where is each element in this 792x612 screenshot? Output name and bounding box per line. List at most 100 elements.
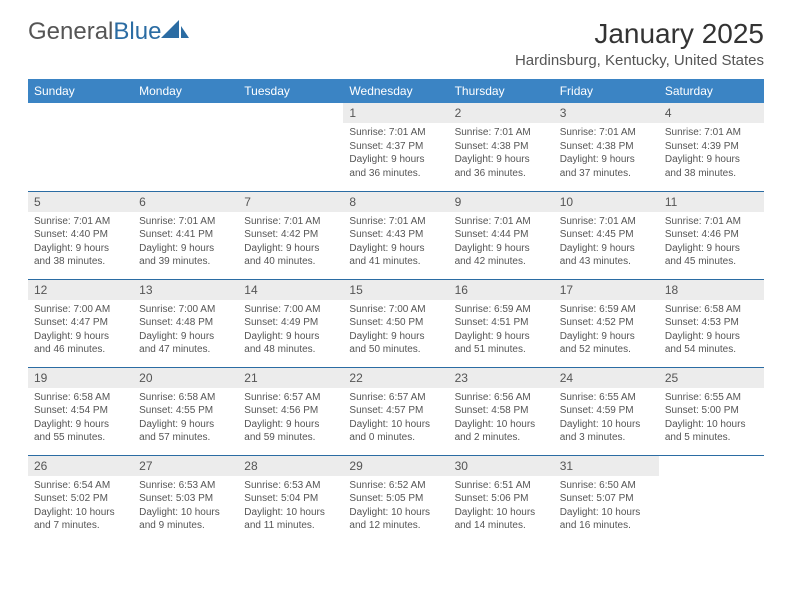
day-body: Sunrise: 7:01 AMSunset: 4:37 PMDaylight:…	[343, 123, 448, 186]
calendar-cell	[238, 103, 343, 191]
calendar-table: SundayMondayTuesdayWednesdayThursdayFrid…	[28, 79, 764, 543]
calendar-cell: 2Sunrise: 7:01 AMSunset: 4:38 PMDaylight…	[449, 103, 554, 191]
calendar-week: 19Sunrise: 6:58 AMSunset: 4:54 PMDayligh…	[28, 367, 764, 455]
calendar-cell: 22Sunrise: 6:57 AMSunset: 4:57 PMDayligh…	[343, 367, 448, 455]
day-number: 17	[554, 280, 659, 300]
calendar-cell: 10Sunrise: 7:01 AMSunset: 4:45 PMDayligh…	[554, 191, 659, 279]
day-number: 16	[449, 280, 554, 300]
day-body: Sunrise: 7:01 AMSunset: 4:41 PMDaylight:…	[133, 212, 238, 275]
calendar-cell: 14Sunrise: 7:00 AMSunset: 4:49 PMDayligh…	[238, 279, 343, 367]
day-number: 27	[133, 456, 238, 476]
day-body: Sunrise: 7:01 AMSunset: 4:39 PMDaylight:…	[659, 123, 764, 186]
calendar-cell: 31Sunrise: 6:50 AMSunset: 5:07 PMDayligh…	[554, 455, 659, 543]
day-number: 20	[133, 368, 238, 388]
calendar-cell: 23Sunrise: 6:56 AMSunset: 4:58 PMDayligh…	[449, 367, 554, 455]
day-header: Sunday	[28, 79, 133, 103]
day-number: 19	[28, 368, 133, 388]
day-number: 28	[238, 456, 343, 476]
day-body: Sunrise: 7:00 AMSunset: 4:47 PMDaylight:…	[28, 300, 133, 363]
day-number: 15	[343, 280, 448, 300]
day-body: Sunrise: 6:57 AMSunset: 4:57 PMDaylight:…	[343, 388, 448, 451]
day-body: Sunrise: 6:55 AMSunset: 5:00 PMDaylight:…	[659, 388, 764, 451]
logo-text-gray: General	[28, 18, 113, 45]
day-number: 30	[449, 456, 554, 476]
page-title: January 2025	[594, 18, 764, 50]
day-body: Sunrise: 7:01 AMSunset: 4:40 PMDaylight:…	[28, 212, 133, 275]
day-header: Friday	[554, 79, 659, 103]
day-body: Sunrise: 6:55 AMSunset: 4:59 PMDaylight:…	[554, 388, 659, 451]
day-body: Sunrise: 7:01 AMSunset: 4:46 PMDaylight:…	[659, 212, 764, 275]
calendar-cell: 28Sunrise: 6:53 AMSunset: 5:04 PMDayligh…	[238, 455, 343, 543]
calendar-cell: 11Sunrise: 7:01 AMSunset: 4:46 PMDayligh…	[659, 191, 764, 279]
day-number: 13	[133, 280, 238, 300]
day-number: 29	[343, 456, 448, 476]
day-body: Sunrise: 7:01 AMSunset: 4:42 PMDaylight:…	[238, 212, 343, 275]
day-body: Sunrise: 6:59 AMSunset: 4:52 PMDaylight:…	[554, 300, 659, 363]
calendar-cell	[659, 455, 764, 543]
day-header: Thursday	[449, 79, 554, 103]
calendar-cell: 19Sunrise: 6:58 AMSunset: 4:54 PMDayligh…	[28, 367, 133, 455]
calendar-cell: 26Sunrise: 6:54 AMSunset: 5:02 PMDayligh…	[28, 455, 133, 543]
calendar-week: 1Sunrise: 7:01 AMSunset: 4:37 PMDaylight…	[28, 103, 764, 191]
day-number: 25	[659, 368, 764, 388]
day-number: 24	[554, 368, 659, 388]
day-header-row: SundayMondayTuesdayWednesdayThursdayFrid…	[28, 79, 764, 103]
day-body: Sunrise: 7:01 AMSunset: 4:43 PMDaylight:…	[343, 212, 448, 275]
calendar-cell: 24Sunrise: 6:55 AMSunset: 4:59 PMDayligh…	[554, 367, 659, 455]
day-body: Sunrise: 7:01 AMSunset: 4:38 PMDaylight:…	[554, 123, 659, 186]
day-header: Wednesday	[343, 79, 448, 103]
day-number: 22	[343, 368, 448, 388]
calendar-cell: 12Sunrise: 7:00 AMSunset: 4:47 PMDayligh…	[28, 279, 133, 367]
header: GeneralBlue January 2025	[28, 18, 764, 50]
day-body: Sunrise: 6:59 AMSunset: 4:51 PMDaylight:…	[449, 300, 554, 363]
calendar-cell: 1Sunrise: 7:01 AMSunset: 4:37 PMDaylight…	[343, 103, 448, 191]
day-number: 31	[554, 456, 659, 476]
calendar-cell	[133, 103, 238, 191]
calendar-week: 26Sunrise: 6:54 AMSunset: 5:02 PMDayligh…	[28, 455, 764, 543]
day-body: Sunrise: 7:00 AMSunset: 4:49 PMDaylight:…	[238, 300, 343, 363]
calendar-week: 5Sunrise: 7:01 AMSunset: 4:40 PMDaylight…	[28, 191, 764, 279]
day-body: Sunrise: 6:56 AMSunset: 4:58 PMDaylight:…	[449, 388, 554, 451]
day-number: 7	[238, 192, 343, 212]
day-body: Sunrise: 6:58 AMSunset: 4:54 PMDaylight:…	[28, 388, 133, 451]
sail-icon	[161, 20, 189, 38]
day-header: Tuesday	[238, 79, 343, 103]
calendar-cell: 30Sunrise: 6:51 AMSunset: 5:06 PMDayligh…	[449, 455, 554, 543]
day-number: 23	[449, 368, 554, 388]
day-number: 10	[554, 192, 659, 212]
calendar-cell: 16Sunrise: 6:59 AMSunset: 4:51 PMDayligh…	[449, 279, 554, 367]
day-body: Sunrise: 6:53 AMSunset: 5:04 PMDaylight:…	[238, 476, 343, 539]
calendar-cell: 15Sunrise: 7:00 AMSunset: 4:50 PMDayligh…	[343, 279, 448, 367]
day-number: 1	[343, 103, 448, 123]
logo: GeneralBlue	[28, 18, 189, 46]
calendar-cell: 3Sunrise: 7:01 AMSunset: 4:38 PMDaylight…	[554, 103, 659, 191]
day-body: Sunrise: 7:01 AMSunset: 4:38 PMDaylight:…	[449, 123, 554, 186]
day-header: Saturday	[659, 79, 764, 103]
calendar-cell: 18Sunrise: 6:58 AMSunset: 4:53 PMDayligh…	[659, 279, 764, 367]
day-body: Sunrise: 6:53 AMSunset: 5:03 PMDaylight:…	[133, 476, 238, 539]
day-body: Sunrise: 6:58 AMSunset: 4:55 PMDaylight:…	[133, 388, 238, 451]
day-body: Sunrise: 6:50 AMSunset: 5:07 PMDaylight:…	[554, 476, 659, 539]
calendar-cell: 5Sunrise: 7:01 AMSunset: 4:40 PMDaylight…	[28, 191, 133, 279]
day-number: 4	[659, 103, 764, 123]
day-body: Sunrise: 7:00 AMSunset: 4:48 PMDaylight:…	[133, 300, 238, 363]
day-body: Sunrise: 6:51 AMSunset: 5:06 PMDaylight:…	[449, 476, 554, 539]
calendar-cell: 20Sunrise: 6:58 AMSunset: 4:55 PMDayligh…	[133, 367, 238, 455]
day-number: 6	[133, 192, 238, 212]
day-number: 12	[28, 280, 133, 300]
logo-text: GeneralBlue	[28, 18, 161, 46]
calendar-cell: 27Sunrise: 6:53 AMSunset: 5:03 PMDayligh…	[133, 455, 238, 543]
day-body: Sunrise: 7:01 AMSunset: 4:44 PMDaylight:…	[449, 212, 554, 275]
day-number: 14	[238, 280, 343, 300]
day-number: 3	[554, 103, 659, 123]
day-number: 18	[659, 280, 764, 300]
day-number: 26	[28, 456, 133, 476]
calendar-week: 12Sunrise: 7:00 AMSunset: 4:47 PMDayligh…	[28, 279, 764, 367]
calendar-cell: 4Sunrise: 7:01 AMSunset: 4:39 PMDaylight…	[659, 103, 764, 191]
calendar-cell: 9Sunrise: 7:01 AMSunset: 4:44 PMDaylight…	[449, 191, 554, 279]
calendar-cell: 7Sunrise: 7:01 AMSunset: 4:42 PMDaylight…	[238, 191, 343, 279]
day-body: Sunrise: 6:58 AMSunset: 4:53 PMDaylight:…	[659, 300, 764, 363]
day-number: 2	[449, 103, 554, 123]
day-number: 5	[28, 192, 133, 212]
logo-text-blue: Blue	[113, 18, 161, 45]
